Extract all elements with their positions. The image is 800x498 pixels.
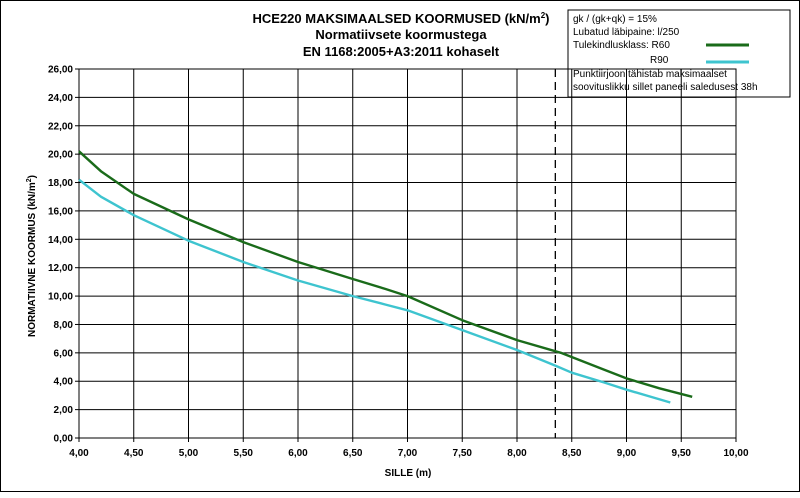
legend-line4-r90: R90 xyxy=(650,55,669,66)
x-tick-label: 9,50 xyxy=(672,448,692,459)
x-tick-label: 8,50 xyxy=(562,448,582,459)
x-tick-label: 8,00 xyxy=(507,448,527,459)
legend-line2: Lubatud läbipaine: l/250 xyxy=(573,27,680,38)
x-tick-label: 6,00 xyxy=(288,448,308,459)
plot-area-border xyxy=(78,68,737,439)
x-tick-label: 7,00 xyxy=(398,448,418,459)
series-line-r90 xyxy=(78,178,671,404)
grid-layer xyxy=(75,68,737,442)
y-tick-label: 16,00 xyxy=(48,206,73,217)
y-tick-label: 4,00 xyxy=(54,377,74,388)
y-tick-label: 26,00 xyxy=(48,65,73,76)
legend: gk / (gk+qk) = 15% Lubatud läbipaine: l/… xyxy=(567,9,791,98)
series-line-r60 xyxy=(78,150,693,398)
y-tick-label: 0,00 xyxy=(54,434,74,445)
y-tick-label: 6,00 xyxy=(54,348,74,359)
x-tick-label: 4,50 xyxy=(124,448,144,459)
chart-title-line2: Normatiivsete koormustega xyxy=(315,27,487,42)
y-tick-label: 20,00 xyxy=(48,150,73,161)
y-tick-label: 2,00 xyxy=(54,405,74,416)
x-tick-label: 6,50 xyxy=(343,448,363,459)
chart-title-line3: EN 1168:2005+A3:2011 kohaselt xyxy=(303,44,500,59)
legend-box xyxy=(567,9,791,98)
legend-line6: soovituslikku sillet paneeli saledusest … xyxy=(573,82,758,93)
tick-labels: 0,00 2,00 4,00 6,00 8,00 10,00 12,00 14,00 16,00… xyxy=(48,65,749,460)
y-tick-label: 10,00 xyxy=(48,292,73,303)
x-tick-label: 4,00 xyxy=(69,448,89,459)
x-tick-label: 7,50 xyxy=(453,448,473,459)
x-axis-label: SILLE (m) xyxy=(385,468,432,479)
y-tick-label: 24,00 xyxy=(48,93,73,104)
legend-line5: Punktiirjoon tähistab maksimaalset xyxy=(573,69,727,80)
y-tick-label: 22,00 xyxy=(48,121,73,132)
y-tick-label: 12,00 xyxy=(48,263,73,274)
legend-line3-r60: Tulekindlusklass: R60 xyxy=(573,40,670,51)
y-tick-label: 8,00 xyxy=(54,320,74,331)
x-tick-label: 5,00 xyxy=(179,448,199,459)
series-layer xyxy=(78,69,693,438)
chart-title-line1: HCE220 MAKSIMAALSED KOORMUSED (kN/m2) xyxy=(253,11,550,26)
x-tick-label: 9,00 xyxy=(617,448,637,459)
y-tick-label: 18,00 xyxy=(48,178,73,189)
legend-line1: gk / (gk+qk) = 15% xyxy=(573,14,657,25)
y-axis-label: NORMATIIVNE KOORMUS (kN/m2) xyxy=(26,175,38,337)
x-tick-label: 5,50 xyxy=(234,448,254,459)
y-tick-label: 14,00 xyxy=(48,235,73,246)
x-tick-label: 10,00 xyxy=(723,448,748,459)
